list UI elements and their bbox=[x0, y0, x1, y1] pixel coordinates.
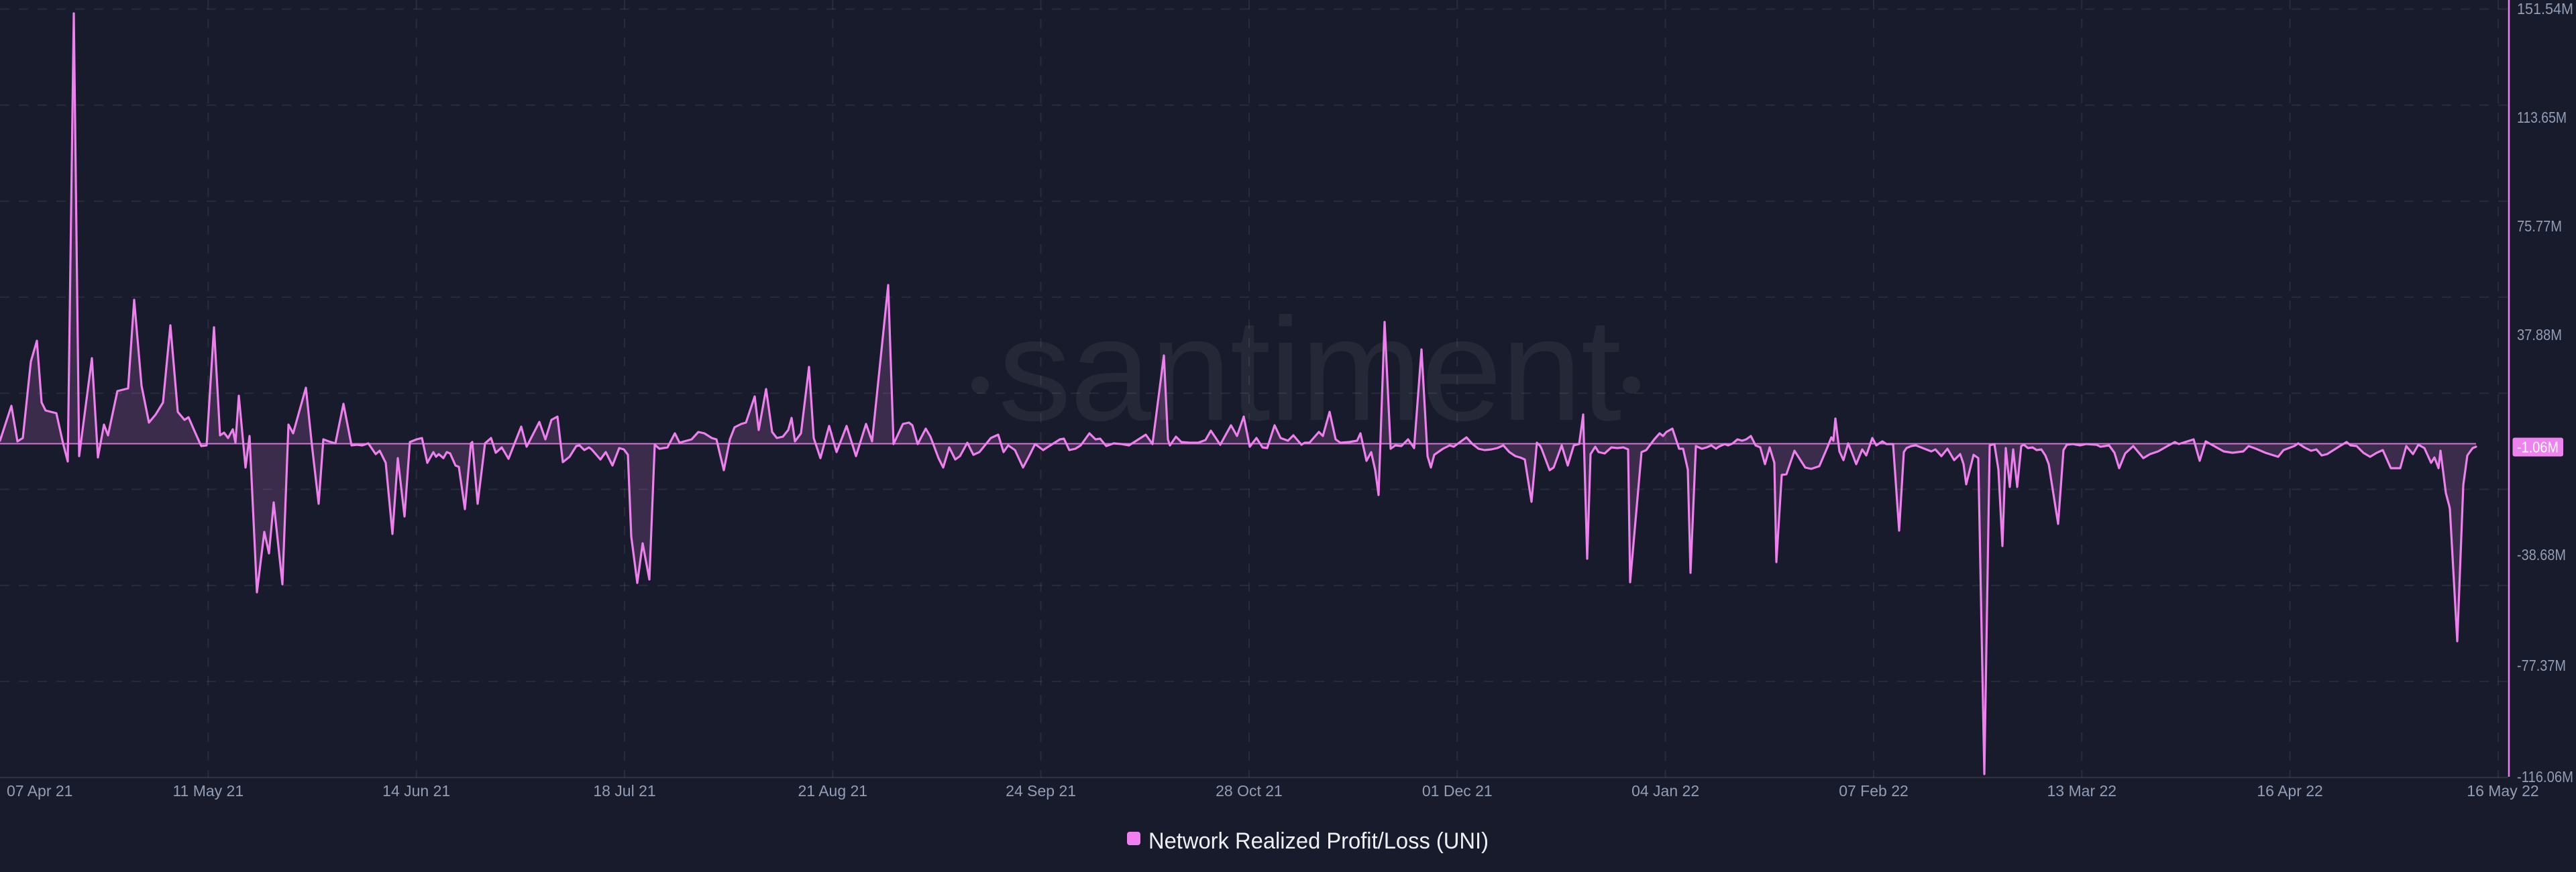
svg-text:37.88M: 37.88M bbox=[2517, 326, 2562, 343]
svg-text:01 Dec 21: 01 Dec 21 bbox=[1422, 782, 1493, 800]
svg-text:16 Apr 22: 16 Apr 22 bbox=[2257, 782, 2322, 800]
svg-text:-1.06M: -1.06M bbox=[2517, 439, 2559, 456]
svg-text:151.54M: 151.54M bbox=[2517, 0, 2573, 17]
svg-text:-77.37M: -77.37M bbox=[2517, 657, 2566, 674]
svg-text:21 Aug 21: 21 Aug 21 bbox=[798, 782, 867, 800]
svg-text:28 Oct 21: 28 Oct 21 bbox=[1216, 782, 1283, 800]
svg-text:13 Mar 22: 13 Mar 22 bbox=[2047, 782, 2117, 800]
svg-text:-38.68M: -38.68M bbox=[2517, 546, 2566, 563]
svg-text:18 Jul 21: 18 Jul 21 bbox=[593, 782, 655, 800]
svg-text:113.65M: 113.65M bbox=[2517, 109, 2567, 126]
svg-text:04 Jan 22: 04 Jan 22 bbox=[1631, 782, 1699, 800]
svg-text:16 May 22: 16 May 22 bbox=[2467, 782, 2538, 800]
svg-text:-116.06M: -116.06M bbox=[2517, 768, 2573, 785]
svg-text:santiment: santiment bbox=[998, 288, 1621, 451]
svg-text:24 Sep 21: 24 Sep 21 bbox=[1006, 782, 1076, 800]
svg-text:11 May 21: 11 May 21 bbox=[172, 782, 244, 800]
svg-text:Network Realized Profit/Loss (: Network Realized Profit/Loss (UNI) bbox=[1148, 828, 1489, 854]
svg-text:07 Feb 22: 07 Feb 22 bbox=[1839, 782, 1909, 800]
svg-text:75.77M: 75.77M bbox=[2517, 217, 2562, 235]
svg-text:07 Apr 21: 07 Apr 21 bbox=[7, 782, 72, 800]
svg-text:14 Jun 21: 14 Jun 21 bbox=[382, 782, 450, 800]
